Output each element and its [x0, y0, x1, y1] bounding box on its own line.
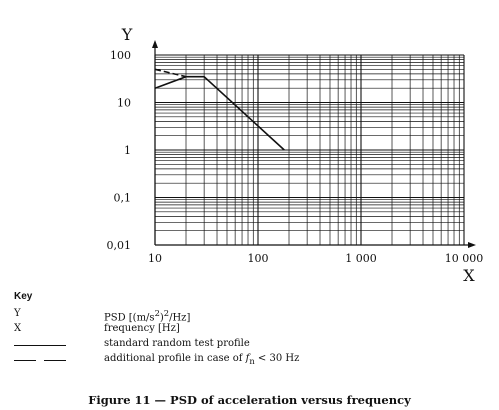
- key-row-solid: standard random test profile: [14, 338, 484, 353]
- series-line-dashed: [154, 68, 187, 78]
- dashed-line-symbol: [14, 360, 36, 361]
- x-tick-label: 10: [148, 252, 162, 265]
- key-desc-x: frequency [Hz]: [104, 323, 180, 334]
- y-axis-label: Y: [121, 25, 133, 44]
- dashed-line-symbol-part: [44, 360, 66, 361]
- y-axis-arrow: [152, 40, 158, 48]
- chart-series: [154, 68, 285, 151]
- x-tick-label: 100: [248, 252, 269, 265]
- figure-caption: Figure 11 — PSD of acceleration versus f…: [88, 393, 411, 407]
- y-tick-label: 100: [110, 49, 131, 62]
- x-axis-label: X: [463, 266, 475, 285]
- key-desc-solid: standard random test profile: [104, 338, 250, 349]
- y-tick-label: 10: [117, 97, 131, 110]
- key-title: Key: [14, 291, 33, 302]
- psd-chart: 10 100 1 000 10 000 100 10 1 0,1 0,01 Y X: [107, 25, 484, 285]
- x-tick-label: 1 000: [345, 252, 377, 265]
- key-row-y: Y PSD [(m/s2)2/Hz]: [14, 308, 484, 323]
- y-tick-label: 0,01: [107, 239, 132, 252]
- key-desc-y: PSD [(m/s2)2/Hz]: [104, 308, 191, 324]
- y-tick-label: 1: [124, 144, 131, 157]
- series-line-solid: [154, 75, 285, 151]
- key-desc-dashed: additional profile in case of fn < 30 Hz: [104, 353, 300, 366]
- key-row-dashed: additional profile in case of fn < 30 Hz: [14, 353, 484, 368]
- chart-tick-labels: 10 100 1 000 10 000 100 10 1 0,1 0,01: [107, 49, 484, 265]
- key-symbol-y: Y: [14, 308, 21, 319]
- solid-line-symbol: [14, 345, 66, 346]
- key-symbol-x: X: [14, 323, 22, 334]
- chart-grid: [152, 40, 476, 248]
- y-tick-label: 0,1: [114, 192, 132, 205]
- x-axis-arrow: [468, 242, 476, 248]
- key-row-x: X frequency [Hz]: [14, 323, 484, 338]
- x-tick-label: 10 000: [445, 252, 484, 265]
- key-legend: Key Y PSD [(m/s2)2/Hz] X frequency [Hz] …: [14, 291, 484, 368]
